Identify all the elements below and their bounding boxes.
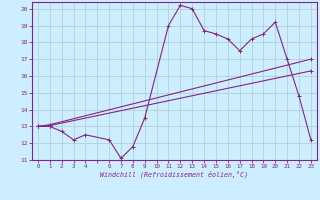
X-axis label: Windchill (Refroidissement éolien,°C): Windchill (Refroidissement éolien,°C): [100, 171, 248, 178]
